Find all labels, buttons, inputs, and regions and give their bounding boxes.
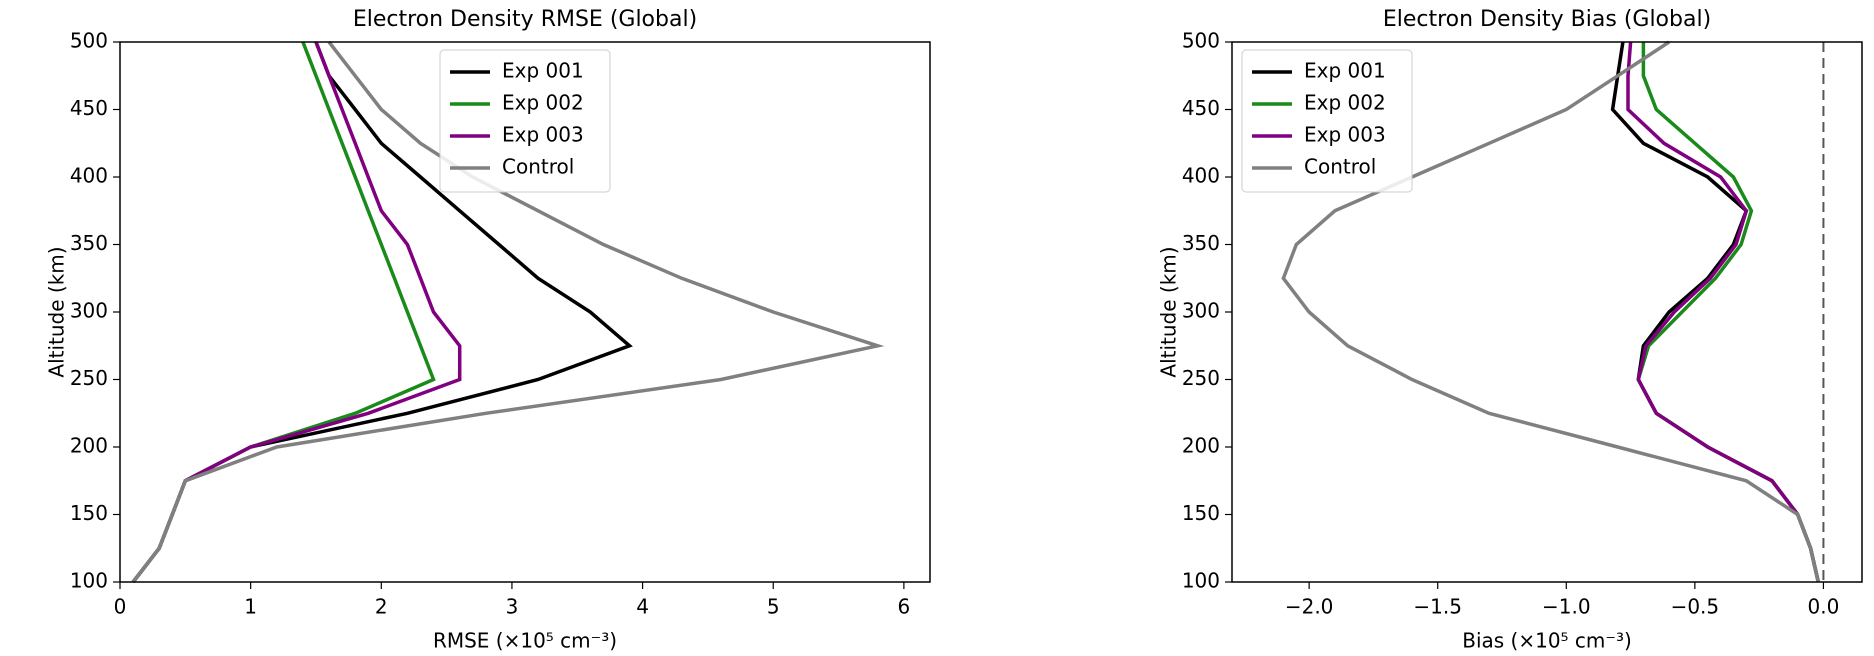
legend-label: Control [1304,155,1376,179]
y-tick-label: 100 [70,569,108,593]
x-tick-label: 2 [375,595,388,619]
x-tick-label: 1 [244,595,257,619]
x-tick-label: 6 [898,595,911,619]
legend-box [1241,49,1413,193]
profile-line [1626,41,1821,583]
y-tick-label: 400 [70,164,108,188]
legend-label: Exp 002 [502,91,584,115]
x-tick-label: 4 [636,595,649,619]
chart-title: Electron Density RMSE (Global) [353,7,697,32]
y-tick-label: 250 [1182,366,1220,390]
y-tick-label: 450 [70,96,108,120]
legend-label: Control [502,155,574,179]
legend-label: Exp 001 [1304,59,1386,83]
x-tick-label: −1.0 [1542,595,1591,619]
y-tick-label: 450 [1182,96,1220,120]
y-tick-label: 350 [70,231,108,255]
legend-label: Exp 001 [502,59,584,83]
y-tick-label: 300 [70,299,108,323]
y-tick-label: 500 [70,29,108,53]
y-tick-label: 250 [70,366,108,390]
x-tick-label: −2.0 [1285,595,1334,619]
axes-frame [119,41,931,583]
y-tick-label: 150 [1182,501,1220,525]
y-axis-label: Altitude (km) [45,246,69,377]
y-axis-label: Altitude (km) [1157,246,1181,377]
y-tick-label: 150 [70,501,108,525]
axes-frame [1231,41,1863,583]
y-tick-label: 500 [1182,29,1220,53]
x-tick-label: 0.0 [1808,595,1840,619]
x-tick-label: −0.5 [1671,595,1720,619]
chart-title: Electron Density Bias (Global) [1383,7,1711,32]
y-tick-label: 400 [1182,164,1220,188]
x-tick-label: 5 [767,595,780,619]
legend-label: Exp 003 [502,123,584,147]
x-axis-label: Bias (×10⁵ cm⁻³) [1462,629,1632,653]
legend-box [439,49,611,193]
profile-line [1281,40,1821,583]
profile-line [1636,42,1821,583]
y-tick-label: 200 [70,434,108,458]
y-tick-label: 300 [1182,299,1220,323]
profile-line [131,40,885,584]
x-tick-label: 0 [114,595,127,619]
y-tick-label: 350 [1182,231,1220,255]
profile-line [131,41,462,584]
legend-label: Exp 003 [1304,123,1386,147]
y-tick-label: 200 [1182,434,1220,458]
legend-label: Exp 002 [1304,91,1386,115]
x-tick-label: −1.5 [1413,595,1462,619]
x-tick-label: 3 [506,595,519,619]
y-tick-label: 100 [1182,569,1220,593]
x-axis-label: RMSE (×10⁵ cm⁻³) [433,629,617,653]
